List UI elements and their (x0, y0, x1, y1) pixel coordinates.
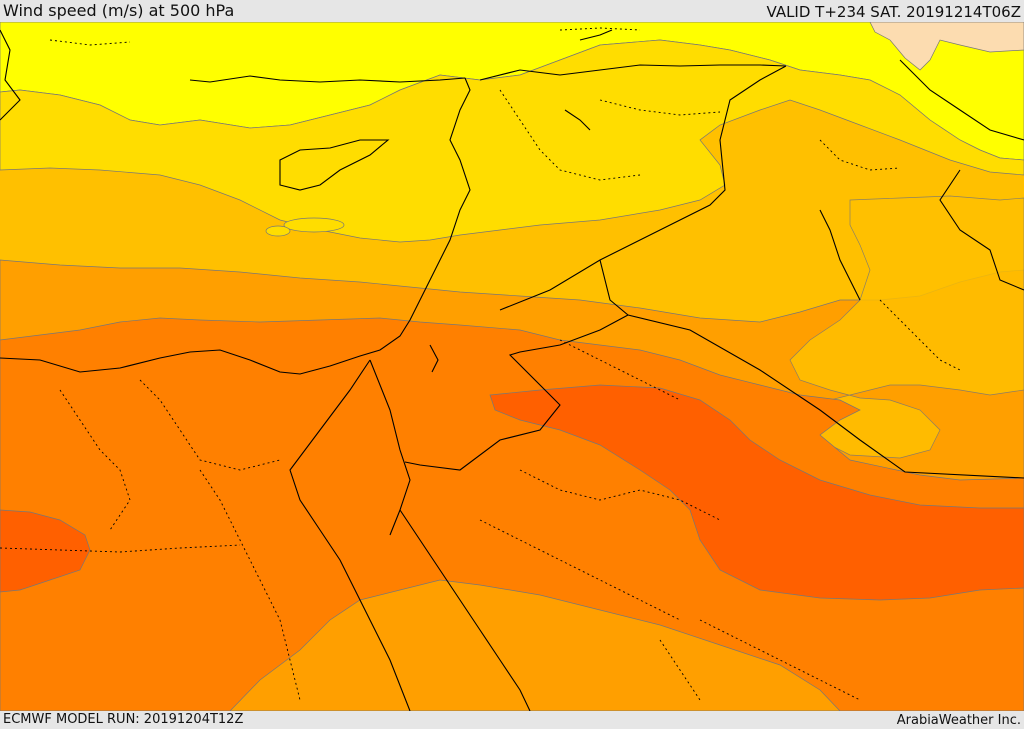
wind-patch-dark-orange-west (0, 509, 91, 593)
wind-band-gold (0, 39, 1024, 243)
wind-band-amber-east (789, 195, 1024, 459)
valid-time-label: VALID T+234 SAT. 20191214T06Z (766, 3, 1021, 21)
wind-band-orange (0, 317, 1024, 711)
wind-band-dark-orange (489, 384, 1024, 601)
header-bar: Wind speed (m/s) at 500 hPa VALID T+234 … (0, 0, 1024, 22)
model-run-label: ECMWF MODEL RUN: 20191204T12Z (3, 712, 244, 727)
weather-map (0, 22, 1024, 711)
credit-label: ArabiaWeather Inc. (896, 713, 1021, 728)
coastline-lines (0, 29, 1024, 711)
wind-patch-gold-small (283, 217, 345, 233)
internal-border-lines (0, 27, 961, 701)
footer-bar: ECMWF MODEL RUN: 20191204T12Z ArabiaWeat… (0, 711, 1024, 729)
wind-patch-gold-small (265, 225, 291, 237)
wind-speed-map-svg (0, 22, 1024, 711)
wind-band-lightest (869, 22, 1024, 71)
wind-band-light-orange-south (229, 579, 841, 711)
map-title: Wind speed (m/s) at 500 hPa (3, 1, 235, 20)
